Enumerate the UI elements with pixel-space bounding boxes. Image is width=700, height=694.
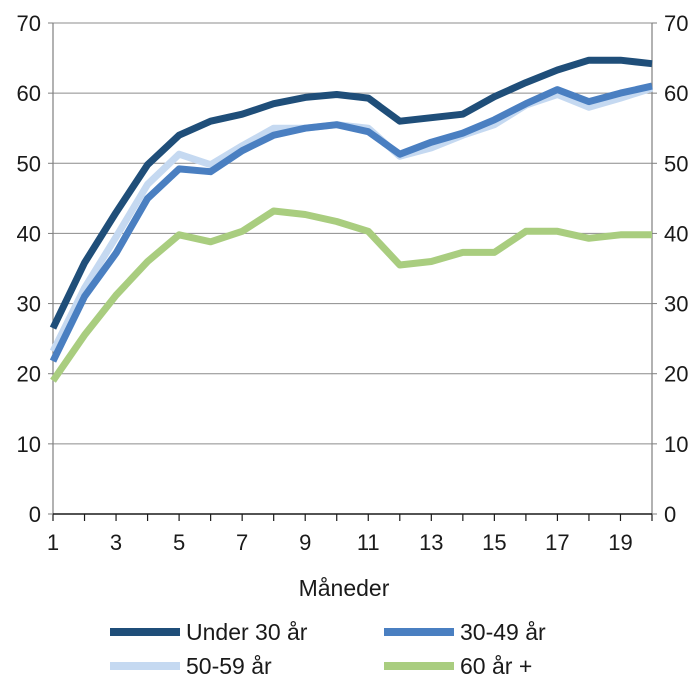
y-right-tick-label: 40: [664, 221, 688, 246]
y-right-tick-label: 30: [664, 292, 688, 317]
legend-label-0: Under 30 år: [186, 619, 308, 645]
x-tick-label: 11: [357, 530, 380, 555]
series-line-3: [50, 207, 652, 383]
legend-label-2: 50-59 år: [186, 653, 272, 679]
y-left-tick-label: 30: [17, 292, 41, 317]
y-left-tick-label: 10: [17, 432, 41, 457]
y-axis-right-ticks: 0 10 20 30 40 50 60 70: [664, 11, 688, 527]
y-right-tick-label: 60: [664, 81, 688, 106]
series-lines: [49, 56, 654, 383]
y-right-tick-label: 0: [664, 502, 676, 527]
x-tick-label: 17: [545, 530, 569, 555]
x-tick-label: 15: [482, 530, 506, 555]
y-left-tick-label: 60: [17, 81, 41, 106]
x-tick-label: 3: [110, 530, 122, 555]
y-left-tick-label: 50: [17, 151, 41, 176]
y-left-tick-label: 40: [17, 221, 41, 246]
y-right-tick-label: 50: [664, 151, 688, 176]
x-tick-label: 9: [299, 530, 311, 555]
x-tick-label: 1: [47, 530, 59, 555]
y-left-tick-label: 70: [17, 11, 41, 36]
axes: [48, 22, 657, 521]
x-tick-label: 13: [419, 530, 443, 555]
legend-label-1: 30-49 år: [460, 619, 546, 645]
x-tick-label: 7: [236, 530, 248, 555]
y-right-tick-label: 70: [664, 11, 688, 36]
y-axis-left-ticks: 0 10 20 30 40 50 60 70: [17, 11, 41, 527]
series-line-0: [49, 56, 653, 330]
y-left-tick-label: 20: [17, 362, 41, 387]
y-right-tick-label: 20: [664, 362, 688, 387]
legend-label-3: 60 år +: [460, 653, 532, 679]
y-left-tick-label: 0: [29, 502, 41, 527]
x-axis-ticks: 1 3 5 7 9 11 13 15 17 19: [47, 530, 633, 555]
legend: Under 30 år 30-49 år 50-59 år 60 år +: [110, 619, 546, 679]
y-right-tick-label: 10: [664, 432, 688, 457]
series-line-1: [49, 82, 653, 363]
x-tick-label: 19: [608, 530, 632, 555]
x-tick-label: 5: [173, 530, 185, 555]
x-axis-title: Måneder: [299, 575, 390, 601]
